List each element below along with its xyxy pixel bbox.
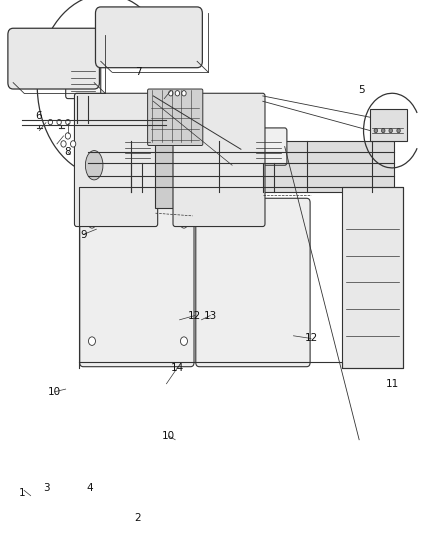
Bar <box>370 109 407 141</box>
Circle shape <box>61 141 66 147</box>
Circle shape <box>48 119 53 125</box>
Text: 10: 10 <box>162 431 175 441</box>
Text: 12: 12 <box>304 334 318 343</box>
Circle shape <box>182 91 186 96</box>
Circle shape <box>169 91 173 96</box>
Text: 10: 10 <box>48 387 61 397</box>
Circle shape <box>175 91 180 96</box>
Text: 6: 6 <box>35 111 42 121</box>
FancyBboxPatch shape <box>252 128 287 165</box>
Circle shape <box>57 119 61 125</box>
Text: 9: 9 <box>80 230 87 239</box>
Polygon shape <box>342 187 403 368</box>
Text: 3: 3 <box>42 483 49 492</box>
FancyBboxPatch shape <box>74 93 158 227</box>
Circle shape <box>66 119 70 125</box>
FancyBboxPatch shape <box>95 7 202 68</box>
Circle shape <box>65 133 71 139</box>
Text: 8: 8 <box>64 147 71 157</box>
Ellipse shape <box>85 150 103 180</box>
FancyBboxPatch shape <box>173 93 265 227</box>
FancyBboxPatch shape <box>66 59 101 99</box>
Circle shape <box>71 141 76 147</box>
Text: 12: 12 <box>188 311 201 320</box>
FancyBboxPatch shape <box>148 89 203 146</box>
Text: 13: 13 <box>204 311 217 320</box>
Circle shape <box>180 220 187 228</box>
Circle shape <box>88 337 95 345</box>
Text: 5: 5 <box>358 85 365 94</box>
FancyBboxPatch shape <box>8 28 99 89</box>
Text: 11: 11 <box>385 379 399 389</box>
Circle shape <box>374 128 378 133</box>
Circle shape <box>180 337 187 345</box>
FancyBboxPatch shape <box>80 198 194 367</box>
Circle shape <box>397 128 400 133</box>
Text: 7: 7 <box>134 67 141 77</box>
Text: 14: 14 <box>171 363 184 373</box>
Text: 4: 4 <box>86 483 93 492</box>
FancyBboxPatch shape <box>196 198 310 367</box>
FancyBboxPatch shape <box>120 128 155 165</box>
Circle shape <box>381 128 385 133</box>
Bar <box>155 91 173 208</box>
Text: 1: 1 <box>18 488 25 498</box>
Circle shape <box>88 220 95 228</box>
Bar <box>88 141 394 192</box>
Text: 2: 2 <box>134 513 141 523</box>
Circle shape <box>389 128 392 133</box>
